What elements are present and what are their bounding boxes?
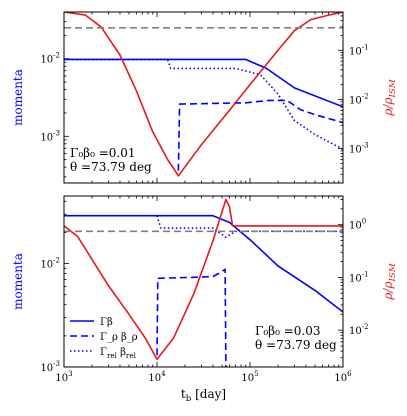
- density-ratio-line: [64, 198, 343, 361]
- series-group: [64, 198, 343, 367]
- annotation-line: θ =73.79 deg: [70, 160, 152, 174]
- legend: Γβ Γ_ρ β_ρ Γrel​ βrel​: [70, 317, 138, 360]
- right-tick-label: 100: [349, 218, 366, 232]
- bottom-panel: 10-3 10-2 10-2 10-1 100 103 104 105 106 momenta ρ/…: [11, 195, 398, 384]
- x-tick-label: 104: [148, 370, 166, 384]
- x-axis-label: tb​ [day]: [181, 387, 226, 404]
- series-group: [64, 12, 343, 177]
- legend-entry: Γβ: [100, 317, 113, 328]
- momentum-solid-line: [64, 58, 343, 108]
- left-axis-label: momenta: [11, 253, 25, 310]
- plot-frame: [63, 11, 344, 184]
- right-tick-label: 10-1: [349, 270, 369, 284]
- legend-entry: Γ_ρ β_ρ: [100, 332, 138, 343]
- momentum-dashed-line: [156, 268, 227, 367]
- top-panel: 10-3 10-2 10-3 10-2 10-1 momenta ρ/ρISM​ Γ₀β₀ =…: [11, 11, 398, 184]
- plot-frame: [63, 195, 344, 368]
- right-tick-label: 10-1: [349, 43, 369, 57]
- annotation-line: Γ₀β₀ =0.01: [70, 146, 135, 160]
- legend-entry: Γrel​ βrel​: [100, 347, 137, 360]
- left-tick-label: 10-2: [40, 52, 60, 66]
- right-tick-label: 10-2: [349, 92, 369, 106]
- right-tick-label: 10-2: [349, 323, 369, 337]
- momentum-dashed-line: [177, 99, 343, 171]
- momentum-dotted-line: [156, 215, 343, 238]
- annotation-line: θ =73.79 deg: [255, 338, 337, 352]
- x-tick-label: 106: [334, 370, 352, 384]
- density-ratio-line: [64, 12, 343, 177]
- right-tick-label: 10-3: [349, 142, 369, 156]
- right-axis-label: ρ/ρISM​: [381, 78, 398, 116]
- x-tick-label: 103: [55, 370, 72, 384]
- left-tick-label: 10-3: [40, 360, 60, 374]
- right-axis-label: ρ/ρISM​: [381, 262, 398, 300]
- x-tick-label: 105: [241, 370, 258, 384]
- annotation-line: Γ₀β₀ =0.03: [255, 324, 320, 338]
- shared-axis-labels: tb​ [day]: [181, 387, 226, 404]
- left-tick-label: 10-3: [40, 129, 60, 143]
- left-axis-label: momenta: [11, 69, 25, 126]
- momentum-solid-line: [64, 214, 343, 313]
- left-tick-label: 10-2: [40, 257, 60, 271]
